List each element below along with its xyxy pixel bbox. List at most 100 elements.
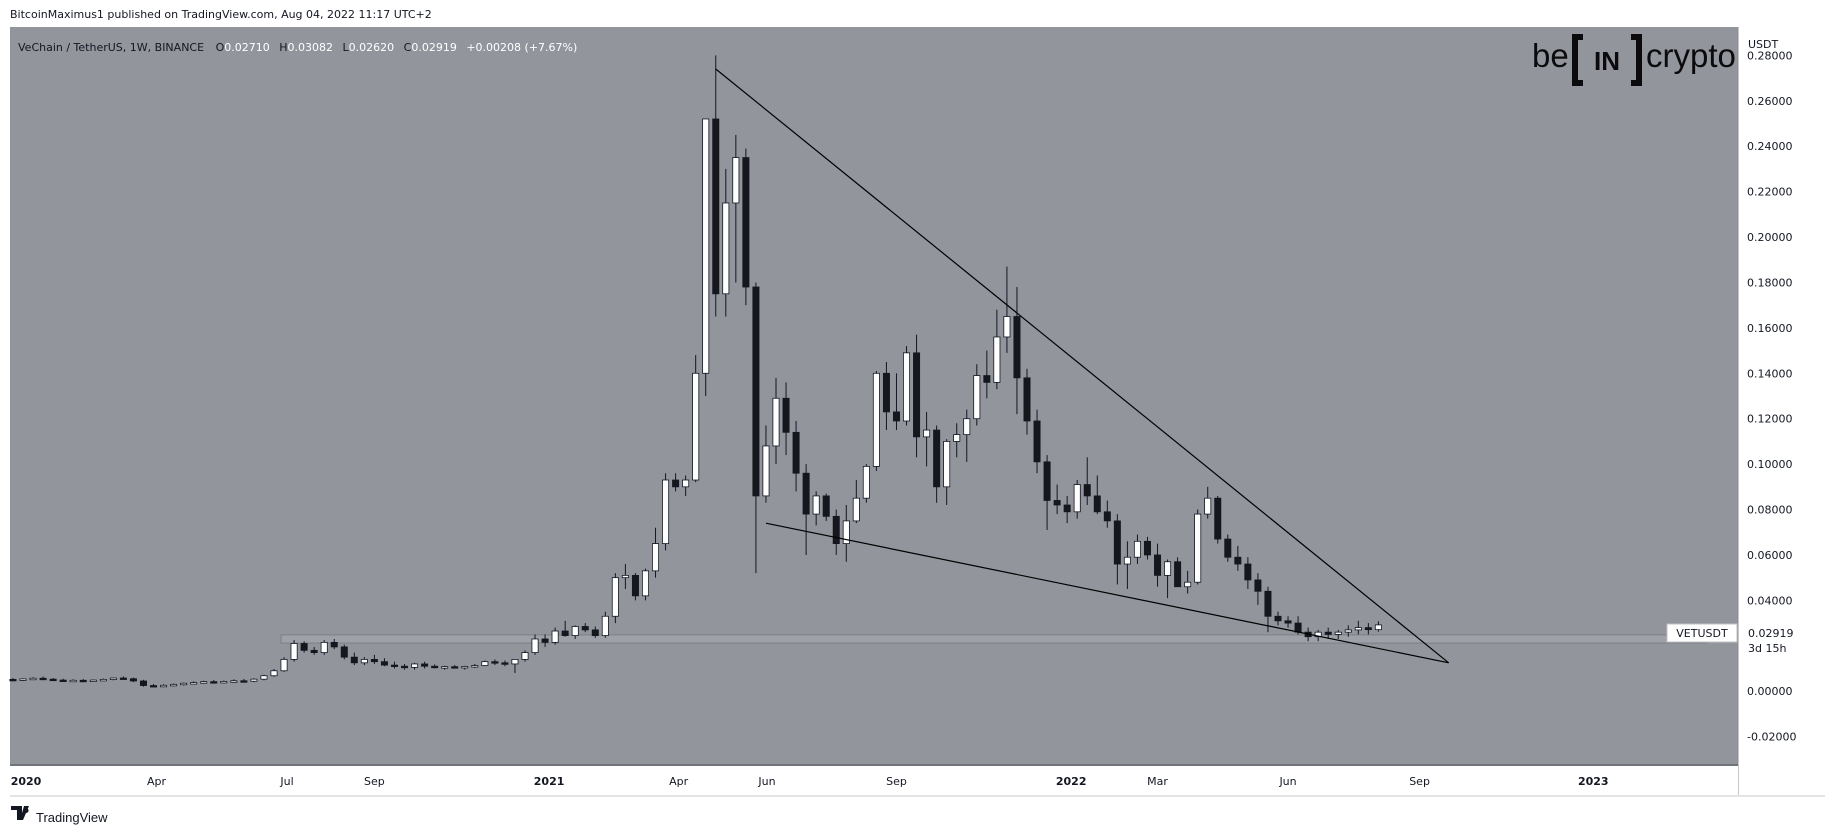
candle-body-up [180, 682, 188, 686]
candle-body-down [501, 662, 509, 665]
candle-body-down [431, 665, 439, 669]
candle [1143, 536, 1151, 560]
candle-body-up [903, 352, 911, 422]
candle [551, 627, 559, 645]
candle [230, 679, 238, 683]
candle-body-up [471, 665, 479, 668]
candle [1244, 557, 1252, 590]
candle-body-up [270, 670, 278, 677]
price-tick-label: 0.16000 [1747, 322, 1793, 335]
candle-body-down [1214, 497, 1222, 540]
candle [662, 473, 670, 551]
price-tick-label: 0.08000 [1747, 504, 1793, 517]
high-label: H [279, 41, 287, 54]
tradingview-brand: TradingView [36, 810, 108, 825]
candle-body-up [963, 418, 971, 436]
candle-body-down [581, 626, 589, 631]
candle-body-down [631, 574, 639, 597]
candle-body-down [380, 661, 388, 666]
candle [692, 355, 700, 483]
candle [1103, 500, 1111, 528]
candle-body-down [822, 495, 830, 517]
candle-body-down [421, 663, 429, 667]
candle-body-up [220, 681, 228, 684]
candle [953, 423, 961, 458]
candle [983, 350, 991, 399]
candle [1334, 629, 1342, 639]
candle-body-up [1204, 497, 1212, 515]
symbol-title: VeChain / TetherUS, 1W, BINANCE [18, 41, 204, 54]
candle-body-up [662, 479, 670, 545]
candle-body-up [170, 683, 178, 687]
candle [280, 657, 288, 672]
candle-body-up [652, 543, 660, 572]
candle-body-up [1164, 561, 1172, 576]
candle [139, 679, 147, 687]
candle [802, 464, 810, 555]
candle [1093, 475, 1101, 515]
candle-body-up [551, 630, 559, 643]
price-axis-currency: USDT [1748, 38, 1779, 51]
candle-body-down [832, 515, 840, 545]
price-tick-label: 0.04000 [1747, 594, 1793, 607]
time-tick-label: 2023 [1578, 775, 1609, 788]
candle-body-down [1244, 563, 1252, 581]
candle-body-down [933, 429, 941, 488]
candle [812, 491, 820, 526]
candle [571, 625, 579, 639]
candle-body-down [882, 372, 890, 413]
descending-resistance-line[interactable] [715, 68, 1450, 664]
candle [1364, 623, 1372, 635]
candle [89, 679, 97, 682]
published-header: BitcoinMaximus1 published on TradingView… [10, 8, 432, 21]
candle [109, 677, 117, 681]
trendlines[interactable] [715, 68, 1450, 664]
candle-body-up [953, 434, 961, 442]
descending-support-line[interactable] [765, 522, 1449, 664]
candle-body-down [240, 680, 248, 683]
candle-body-down [1093, 495, 1101, 513]
candle [1254, 573, 1262, 605]
candle [641, 568, 649, 601]
time-tick-label: Sep [364, 775, 385, 788]
candle-body-down [561, 630, 569, 636]
candle-body-down [1033, 420, 1041, 463]
candle-body-down [1174, 561, 1182, 588]
candle [993, 309, 1001, 390]
candle [531, 634, 539, 655]
candle-body-down [340, 646, 348, 658]
candle [862, 464, 870, 503]
tradingview-logo[interactable]: TradingView [11, 806, 108, 825]
candle-body-down [491, 661, 499, 664]
candle [933, 425, 941, 503]
candle [491, 659, 499, 666]
close-label: C [404, 41, 412, 54]
candle [210, 680, 218, 684]
logo-in: IN [1594, 46, 1620, 76]
candle [541, 634, 549, 647]
candle [290, 640, 298, 662]
candle [913, 334, 921, 458]
candle [923, 411, 931, 467]
candle [1344, 625, 1352, 637]
candle-body-down [49, 678, 57, 682]
time-tick-label: Jul [279, 775, 293, 788]
open-label: O [216, 41, 225, 54]
time-tick-label: 2021 [534, 775, 565, 788]
candle [943, 439, 951, 505]
candle [621, 564, 629, 590]
price-axis-panel[interactable] [1738, 27, 1825, 795]
candle-body-up [360, 659, 368, 664]
time-axis-panel[interactable] [10, 766, 1738, 796]
candle-body-up [973, 375, 981, 420]
candle-body-up [571, 626, 579, 636]
candle-body-up [481, 661, 489, 666]
symbol-legend: VeChain / TetherUS, 1W, BINANCE O0.02710… [18, 41, 577, 54]
candle-body-down [451, 666, 459, 669]
candle [872, 371, 880, 471]
candle [29, 677, 37, 681]
candle-body-down [129, 678, 137, 682]
high-value: 0.03082 [288, 41, 334, 54]
price-tick-label: 0.18000 [1747, 276, 1793, 289]
